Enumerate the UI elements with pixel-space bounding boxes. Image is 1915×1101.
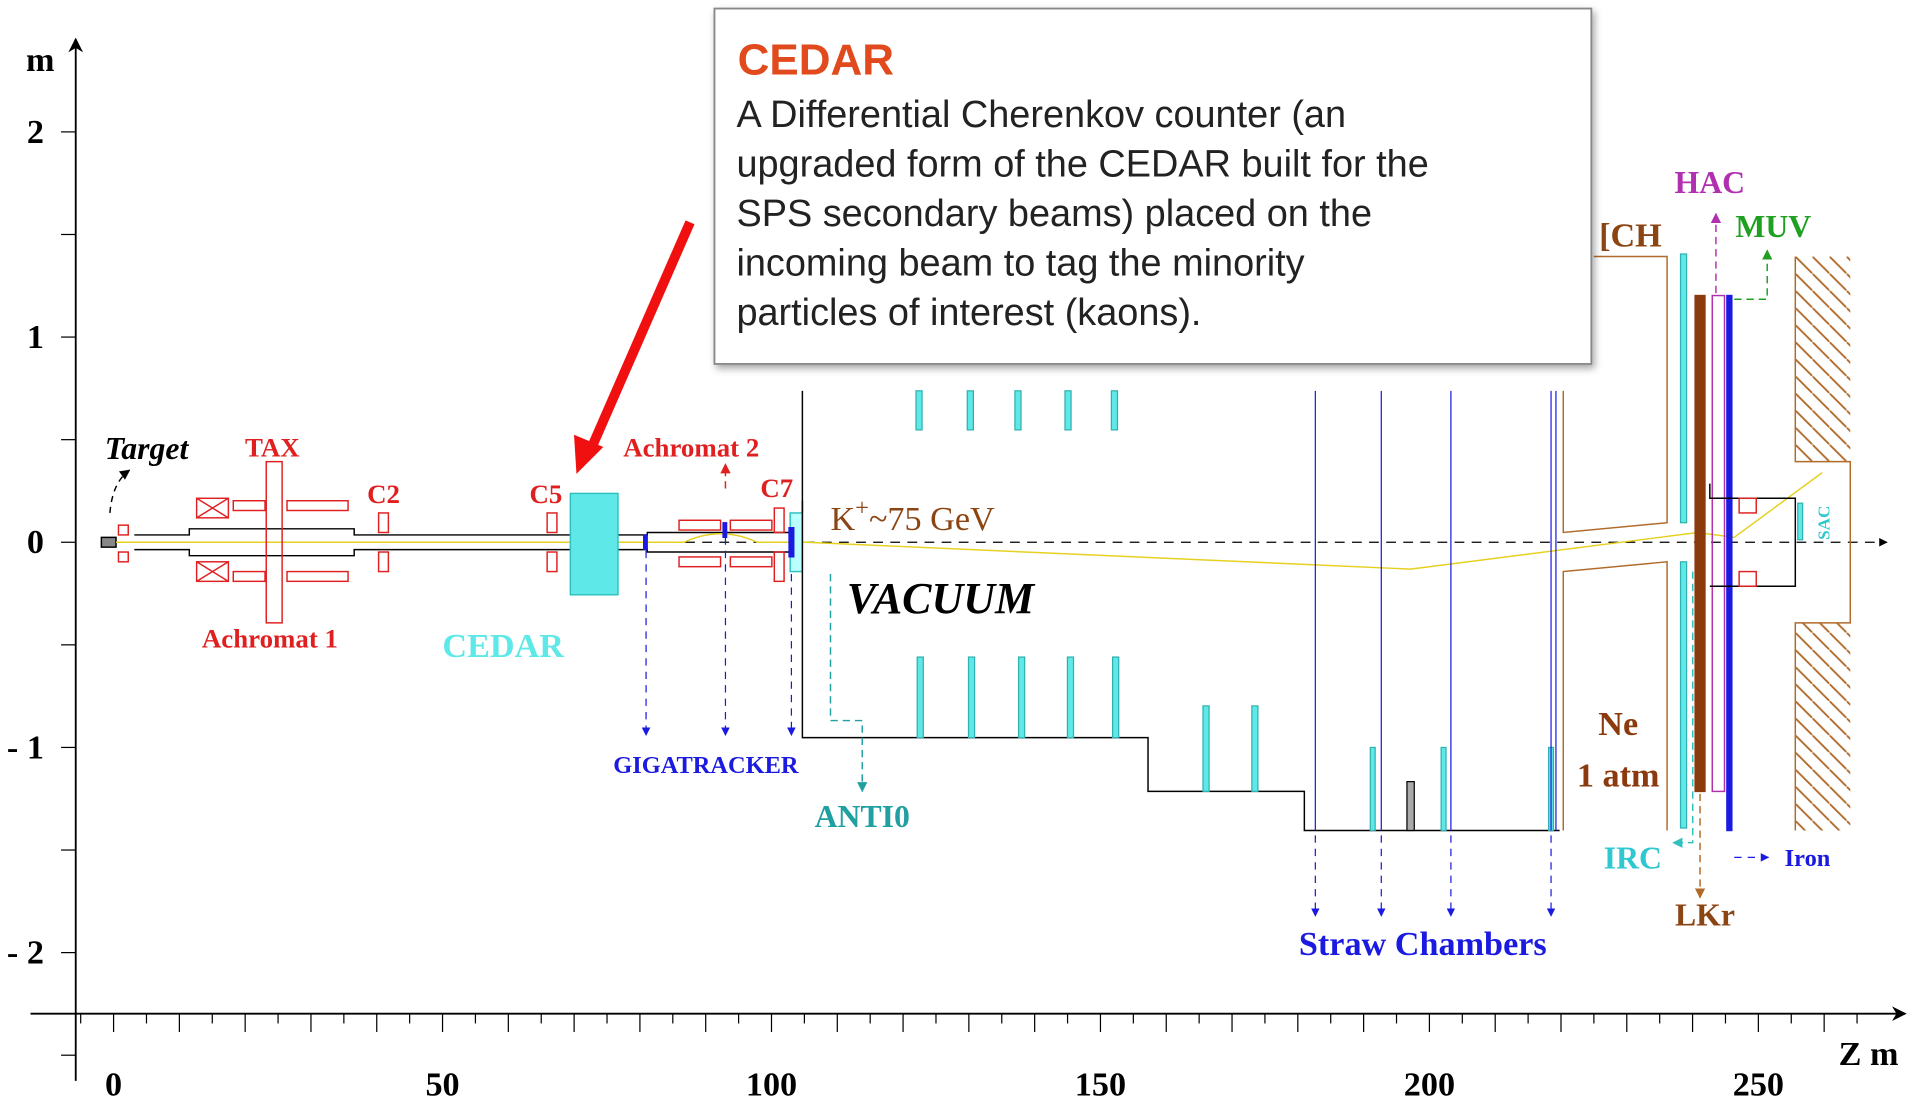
text: + [855,494,869,521]
label: Target [105,431,190,466]
vacuum-tank [801,390,1560,832]
beamline [100,460,1823,624]
x-tick-label: 200 [1404,1067,1455,1101]
x-tick-label: 100 [746,1067,797,1101]
label: C7 [760,473,793,503]
label: GIGATRACKER [613,752,799,779]
label: 1 atm [1577,758,1660,795]
callout-arrow [584,220,695,457]
y-tick-label: 0 [27,524,44,561]
popup: CEDAR A Differential Cherenkov counter (… [713,7,1593,365]
popup-line: upgraded form of the CEDAR built for the [736,143,1428,185]
labels: Target TAX C2 C5 Achromat 2 C7 K+~75 GeV… [105,165,1834,963]
label: CEDAR [442,628,564,665]
label: HAC [1675,165,1746,200]
popup-line: A Differential Cherenkov counter (an [736,94,1346,136]
label: Achromat 1 [202,623,338,653]
y-tick-label: - 1 [7,729,44,766]
y-tick-label: 2 [27,114,44,151]
label: Ne [1598,706,1638,743]
x-tick-label: 250 [1733,1067,1784,1101]
popup-title: CEDAR [738,35,894,84]
chamber-block [1406,781,1415,832]
text: ~75 GeV [869,501,995,538]
axes [30,37,1907,1081]
label: C5 [530,479,563,509]
label: C2 [367,479,400,509]
straw [641,390,1770,917]
label: LKr [1675,898,1735,933]
label: Iron [1785,845,1831,872]
label: VACUUM [847,574,1036,623]
label: MUV [1735,209,1811,244]
label: TAX [245,433,300,463]
popup-line: incoming beam to tag the minority [736,242,1304,284]
downstream [109,212,1852,899]
label: Straw Chambers [1299,926,1547,963]
x-tick-label: 0 [105,1067,122,1101]
label: Achromat 2 [623,433,759,463]
text: K [830,501,855,538]
x-axis-label: Z m [1839,1036,1899,1073]
popup-box [713,7,1593,365]
label: IRC [1604,840,1662,875]
label: SAC [1815,506,1834,540]
beam-label: K+~75 GeV [830,494,995,538]
x-tick-label: 50 [425,1067,459,1101]
y-axis-label: m [26,42,54,79]
ticks [61,131,1858,1056]
x-tick-label: 150 [1075,1067,1126,1101]
y-tick-label: 1 [27,319,44,356]
label: [CH [1599,218,1662,255]
y-tick-label: - 2 [7,935,44,972]
label: ANTI0 [815,799,910,834]
popup-line: particles of interest (kaons). [736,292,1201,334]
callout-arrowhead [574,434,604,474]
popup-line: SPS secondary beams) placed on the [736,193,1372,235]
